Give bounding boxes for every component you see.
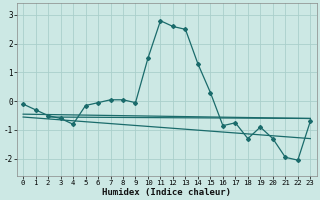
X-axis label: Humidex (Indice chaleur): Humidex (Indice chaleur) xyxy=(102,188,231,197)
